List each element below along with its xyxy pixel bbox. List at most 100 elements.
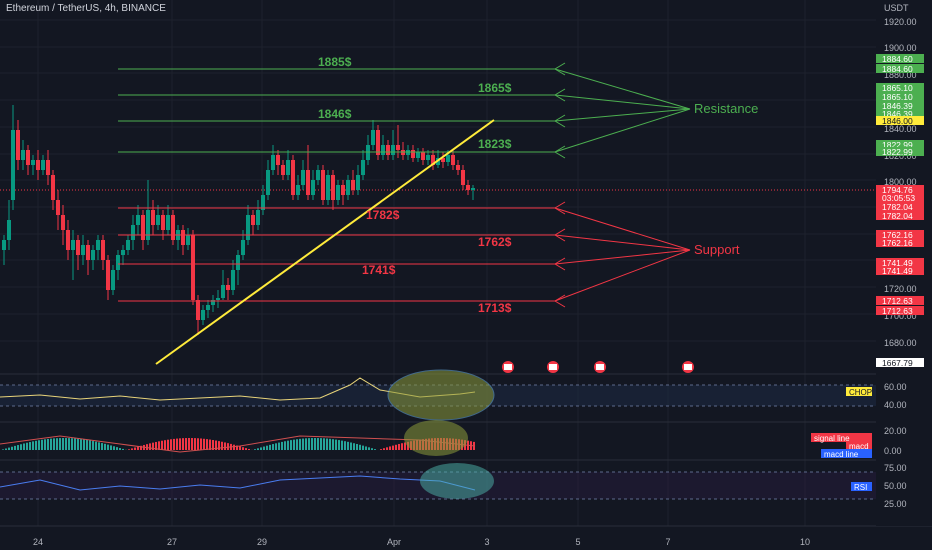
candle-body — [441, 158, 445, 162]
macd-bar — [71, 438, 73, 450]
macd-bar — [374, 449, 376, 450]
macd-bar — [404, 442, 406, 450]
price-badge — [876, 185, 924, 194]
candle-body — [396, 145, 400, 150]
flag-icon — [504, 364, 512, 370]
candle-body — [21, 150, 25, 160]
candle-body — [146, 210, 150, 240]
indicator-tick: 75.00 — [884, 463, 907, 473]
macd-bar — [245, 448, 247, 450]
price-badge-label: 1782.04 — [882, 202, 913, 212]
macd-bar — [23, 443, 25, 450]
candle-body — [361, 160, 365, 175]
macd-bar — [170, 439, 172, 450]
candle-body — [7, 220, 11, 240]
candle-body — [281, 165, 285, 175]
macd-bar — [116, 447, 118, 450]
macd-bar — [233, 444, 235, 450]
time-label: Apr — [387, 537, 401, 547]
candle-body — [451, 155, 455, 165]
resistance-connector — [554, 94, 691, 110]
macd-bar — [347, 441, 349, 450]
candle-body — [326, 175, 330, 200]
event-markers[interactable] — [502, 361, 694, 373]
macd-bar — [389, 446, 391, 450]
indicator-tag-label: macd — [849, 442, 869, 451]
macd-bar — [140, 445, 142, 450]
macd-bar — [257, 448, 259, 450]
macd-bar — [203, 438, 205, 450]
support-connector — [554, 207, 691, 251]
resistance-connector — [554, 108, 691, 153]
indicator-tag — [846, 387, 872, 396]
macd-bar — [254, 449, 256, 450]
candle-body — [411, 150, 415, 158]
price-badge-label: 1884.60 — [882, 54, 913, 64]
candle-body — [306, 170, 310, 195]
macd-bar — [68, 438, 70, 450]
macd-bar — [98, 442, 100, 450]
indicator-tag-label: macd line — [824, 450, 859, 459]
candle-body — [96, 240, 100, 250]
macd-bar — [134, 447, 136, 450]
macd-bar — [284, 441, 286, 450]
candle-body — [276, 155, 280, 165]
macd-bar — [95, 441, 97, 450]
macd-bar — [185, 438, 187, 450]
candle-body — [86, 245, 90, 260]
price-tick: 1880.00 — [884, 70, 917, 80]
macd-bar — [293, 439, 295, 450]
candle-body — [356, 175, 360, 190]
candle-body — [321, 170, 325, 200]
candle-body — [471, 188, 475, 190]
candlestick-series — [2, 105, 475, 335]
candle-body — [386, 145, 390, 155]
macd-bar — [206, 439, 208, 450]
time-axis[interactable]: 24 27 29 Apr 3 5 7 10 — [0, 527, 932, 550]
candle-body — [131, 225, 135, 240]
macd-bar — [194, 438, 196, 450]
indicator-panes — [0, 369, 932, 527]
candle-body — [71, 240, 75, 250]
macd-bar — [386, 447, 388, 450]
price-axis[interactable]: 1920.001900.001880.001860.001840.001820.… — [811, 0, 932, 526]
price-badge — [876, 54, 924, 63]
macd-bar — [188, 438, 190, 450]
candle-body — [211, 300, 215, 305]
macd-bar — [14, 445, 16, 450]
price-badge-label: 1794.76 — [882, 185, 913, 195]
macd-bar — [179, 438, 181, 450]
price-tick: 1700.00 — [884, 311, 917, 321]
macd-bar — [74, 438, 76, 450]
macd-bar — [38, 440, 40, 450]
candle-body — [256, 210, 260, 225]
trendline[interactable] — [155, 119, 495, 365]
macd-bar — [128, 449, 130, 450]
macd-bar — [239, 446, 241, 450]
level-label-1846: 1846$ — [318, 107, 352, 121]
level-label-1762: 1762$ — [478, 235, 512, 249]
macd-bar — [221, 441, 223, 450]
price-badge-label: 1741.49 — [882, 266, 913, 276]
price-badge — [876, 266, 924, 275]
price-badge — [876, 230, 924, 239]
indicator-tick: 40.00 — [884, 400, 907, 410]
symbol-title[interactable]: Ethereum / TetherUS, 4h, BINANCE — [6, 3, 166, 14]
currency-label: USDT — [884, 3, 909, 13]
candle-body — [171, 215, 175, 240]
macd-bar — [176, 438, 178, 450]
macd-bar — [110, 445, 112, 450]
price-badge-label: 1782.04 — [882, 211, 913, 221]
macd-bar — [29, 442, 31, 450]
candle-body — [226, 285, 230, 290]
price-badge-label: 1846.00 — [882, 116, 913, 126]
indicator-tag — [821, 449, 872, 458]
candle-body — [121, 250, 125, 255]
macd-bar — [341, 440, 343, 450]
candle-body — [151, 210, 155, 225]
macd-bar — [62, 438, 64, 450]
macd-bar — [11, 446, 13, 450]
time-label: 5 — [575, 537, 580, 547]
level-label-1741: 1741$ — [362, 263, 396, 277]
